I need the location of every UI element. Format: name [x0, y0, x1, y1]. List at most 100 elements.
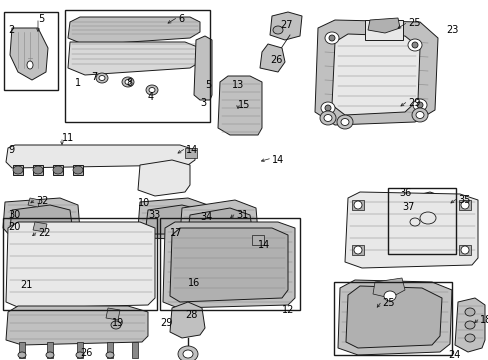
Polygon shape — [351, 245, 363, 255]
Bar — [4, 12, 58, 90]
Ellipse shape — [464, 334, 474, 342]
Ellipse shape — [149, 87, 155, 93]
Bar — [364, 20, 402, 40]
Ellipse shape — [122, 77, 134, 87]
Ellipse shape — [412, 99, 426, 111]
Ellipse shape — [324, 114, 331, 122]
Ellipse shape — [415, 112, 423, 118]
Polygon shape — [6, 306, 148, 345]
Text: 10: 10 — [138, 198, 150, 208]
Polygon shape — [13, 165, 23, 175]
Text: 30: 30 — [8, 210, 20, 220]
Text: 26: 26 — [80, 348, 92, 358]
Text: 7: 7 — [91, 72, 97, 82]
Text: 26: 26 — [269, 55, 282, 65]
Ellipse shape — [416, 102, 422, 108]
Bar — [65, 10, 209, 122]
Polygon shape — [53, 165, 63, 175]
Text: 37: 37 — [401, 202, 413, 212]
Text: 1: 1 — [75, 78, 81, 88]
Polygon shape — [218, 76, 262, 135]
Polygon shape — [170, 228, 287, 302]
Ellipse shape — [460, 246, 468, 254]
Polygon shape — [33, 165, 43, 175]
Ellipse shape — [411, 42, 417, 48]
Polygon shape — [187, 208, 251, 238]
Polygon shape — [33, 222, 47, 232]
Polygon shape — [106, 308, 120, 320]
Text: 15: 15 — [238, 100, 250, 110]
Text: 23: 23 — [445, 25, 457, 35]
Polygon shape — [138, 160, 190, 196]
Ellipse shape — [146, 85, 158, 95]
Text: 13: 13 — [231, 80, 244, 90]
Polygon shape — [73, 165, 83, 175]
Polygon shape — [163, 222, 294, 308]
Ellipse shape — [411, 108, 427, 122]
Polygon shape — [180, 200, 258, 242]
Ellipse shape — [18, 352, 26, 358]
Ellipse shape — [320, 102, 334, 114]
Bar — [387, 188, 455, 254]
Ellipse shape — [73, 166, 83, 174]
Polygon shape — [138, 198, 209, 240]
Ellipse shape — [328, 35, 334, 41]
Ellipse shape — [409, 218, 419, 226]
Polygon shape — [337, 280, 451, 355]
Polygon shape — [314, 20, 437, 125]
Bar — [132, 342, 138, 358]
Text: 36: 36 — [398, 188, 410, 198]
Ellipse shape — [76, 352, 84, 358]
Polygon shape — [395, 192, 449, 230]
Polygon shape — [10, 28, 48, 80]
Bar — [107, 342, 113, 358]
Text: 22: 22 — [38, 228, 50, 238]
Ellipse shape — [407, 39, 421, 51]
Text: 5: 5 — [204, 80, 211, 90]
Ellipse shape — [125, 80, 131, 85]
Ellipse shape — [272, 26, 283, 34]
Ellipse shape — [353, 201, 361, 209]
Ellipse shape — [178, 346, 198, 360]
Bar — [184, 148, 197, 158]
Polygon shape — [6, 145, 195, 168]
Polygon shape — [372, 278, 404, 298]
Polygon shape — [458, 200, 470, 210]
Text: 2: 2 — [8, 25, 14, 35]
Ellipse shape — [419, 212, 435, 224]
Polygon shape — [346, 286, 441, 348]
Polygon shape — [331, 34, 419, 115]
Ellipse shape — [336, 115, 352, 129]
Ellipse shape — [27, 61, 33, 69]
Bar — [77, 342, 83, 358]
Polygon shape — [28, 198, 40, 207]
Text: 25: 25 — [381, 298, 394, 308]
Ellipse shape — [99, 76, 105, 81]
Text: 34: 34 — [200, 212, 212, 222]
Ellipse shape — [53, 166, 63, 174]
Polygon shape — [458, 245, 470, 255]
Polygon shape — [10, 205, 72, 235]
Ellipse shape — [96, 73, 108, 83]
Text: 35: 35 — [457, 195, 469, 205]
Ellipse shape — [111, 321, 121, 329]
Text: 16: 16 — [187, 278, 200, 288]
Polygon shape — [260, 44, 285, 72]
Text: 3: 3 — [200, 98, 206, 108]
Text: 28: 28 — [184, 310, 197, 320]
Text: 8: 8 — [126, 78, 132, 88]
Polygon shape — [194, 36, 212, 100]
Ellipse shape — [325, 105, 330, 111]
Text: 6: 6 — [178, 14, 184, 24]
Polygon shape — [146, 205, 204, 234]
Ellipse shape — [46, 352, 54, 358]
Ellipse shape — [183, 350, 193, 358]
Bar — [3, 218, 157, 310]
Polygon shape — [6, 222, 155, 308]
Text: 14: 14 — [185, 145, 198, 155]
Text: 4: 4 — [148, 92, 154, 102]
Polygon shape — [401, 200, 443, 224]
Text: 5: 5 — [38, 14, 44, 24]
Text: 31: 31 — [236, 210, 248, 220]
Text: 14: 14 — [271, 155, 284, 165]
